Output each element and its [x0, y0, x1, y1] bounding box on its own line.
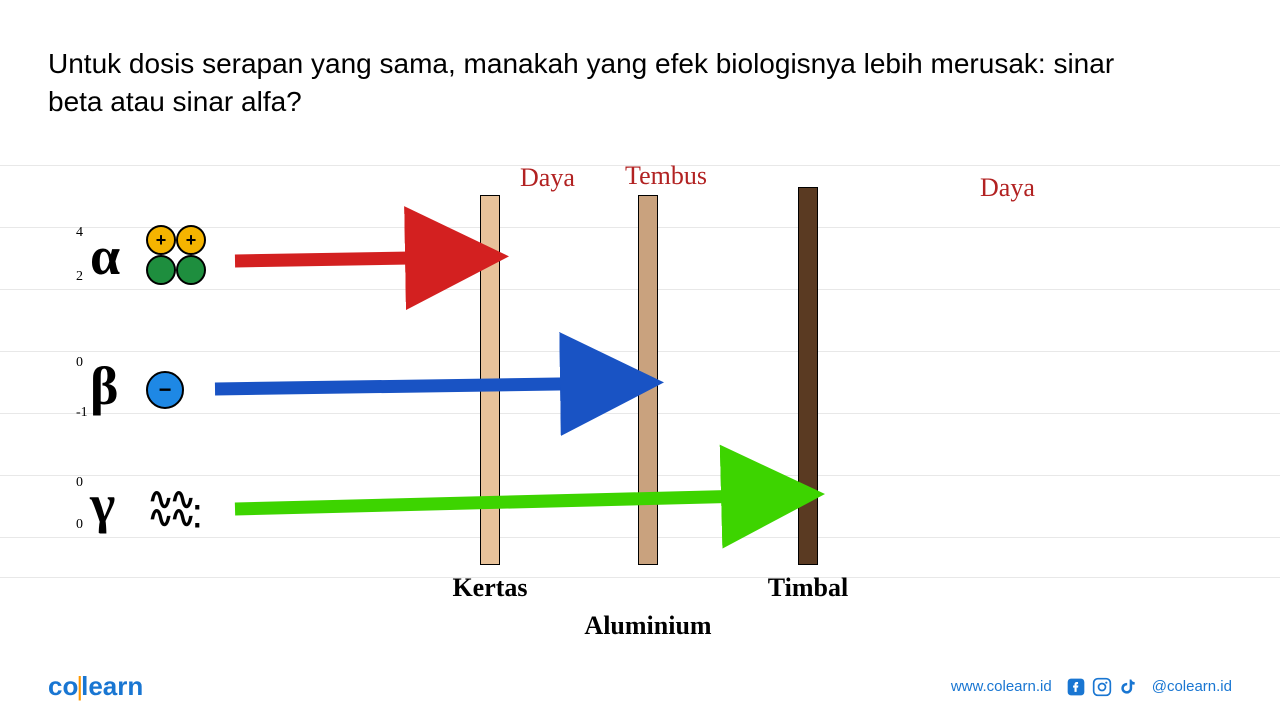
label-paper: Kertas: [452, 573, 527, 603]
annotation-tembus: Tembus: [625, 161, 707, 191]
arrow-beta: [215, 383, 625, 389]
neutron-icon: [146, 255, 176, 285]
facebook-icon[interactable]: [1066, 677, 1086, 697]
alpha-charge: 2: [76, 269, 83, 285]
beta-particle-icon: −: [146, 363, 196, 413]
alpha-row: 4 2 α + +: [78, 223, 214, 293]
logo-co: co: [48, 671, 78, 701]
gamma-symbol: γ: [90, 473, 115, 535]
logo-learn: learn: [81, 671, 143, 701]
proton-icon: +: [176, 225, 206, 255]
electron-icon: −: [146, 371, 184, 409]
gamma-symbol-group: 0 0 γ: [78, 471, 148, 541]
arrow-gamma: [235, 495, 786, 509]
penetration-diagram: Daya Tembus Daya Kertas Aluminium Timbal…: [0, 165, 1280, 635]
wave-line: ∿∿․: [148, 509, 199, 527]
beta-charge: -1: [76, 405, 88, 421]
instagram-icon[interactable]: [1092, 677, 1112, 697]
beta-symbol-group: 0 -1 β: [78, 353, 148, 423]
brand-logo: co|learn: [48, 671, 143, 702]
alpha-symbol: α: [90, 225, 120, 287]
alpha-symbol-group: 4 2 α: [78, 223, 148, 293]
footer-handle[interactable]: @colearn.id: [1152, 678, 1232, 695]
question-text: Untuk dosis serapan yang sama, manakah y…: [48, 45, 1148, 121]
gridline: [0, 577, 1280, 578]
label-lead: Timbal: [768, 573, 848, 603]
barrier-aluminium: [638, 195, 658, 565]
arrow-alpha: [235, 257, 470, 261]
gamma-charge: 0: [76, 517, 83, 533]
alpha-particle-icon: + +: [144, 225, 214, 291]
annotation-daya-1: Daya: [520, 163, 575, 193]
annotation-daya-2: Daya: [980, 173, 1035, 203]
footer-right: www.colearn.id @colearn.id: [951, 677, 1232, 697]
label-aluminium: Aluminium: [584, 611, 711, 641]
gamma-wave-icon: ∿∿․ ∿∿․: [142, 491, 199, 527]
alpha-mass: 4: [76, 225, 83, 241]
footer: co|learn www.colearn.id @colearn.id: [0, 671, 1280, 702]
beta-symbol: β: [90, 355, 118, 417]
proton-icon: +: [146, 225, 176, 255]
footer-url[interactable]: www.colearn.id: [951, 678, 1052, 695]
barrier-paper: [480, 195, 500, 565]
social-icons: [1066, 677, 1138, 697]
beta-mass: 0: [76, 355, 83, 371]
neutron-icon: [176, 255, 206, 285]
gamma-row: 0 0 γ ∿∿․ ∿∿․: [78, 471, 199, 541]
barrier-lead: [798, 187, 818, 565]
gamma-mass: 0: [76, 475, 83, 491]
tiktok-icon[interactable]: [1118, 677, 1138, 697]
beta-row: 0 -1 β −: [78, 353, 196, 423]
